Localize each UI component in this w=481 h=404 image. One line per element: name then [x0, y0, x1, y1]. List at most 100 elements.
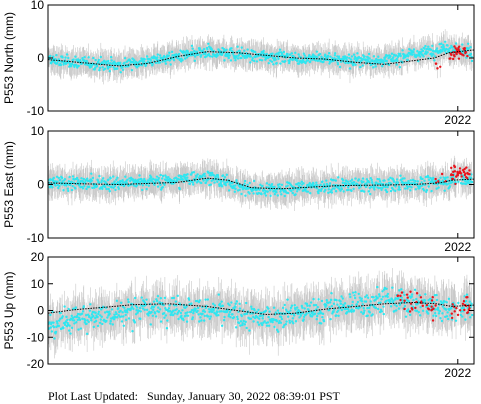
cyan-point	[161, 174, 165, 178]
cyan-point	[333, 187, 336, 190]
red-point	[468, 169, 471, 172]
cyan-point	[347, 188, 350, 191]
cyan-point	[266, 190, 269, 193]
cyan-point	[115, 178, 118, 181]
cyan-point	[338, 65, 342, 69]
cyan-point	[392, 188, 395, 191]
cyan-point	[352, 62, 355, 65]
cyan-point	[255, 60, 259, 63]
cyan-point	[341, 178, 345, 182]
cyan-point	[147, 179, 150, 182]
red-point	[450, 166, 453, 170]
cyan-point	[427, 175, 430, 179]
cyan-point	[202, 47, 206, 51]
cyan-point	[309, 60, 312, 64]
cyan-point	[327, 191, 330, 195]
cyan-point	[220, 179, 223, 183]
cyan-point	[322, 60, 325, 64]
cyan-point	[238, 50, 242, 53]
cyan-point	[265, 182, 269, 185]
red-point	[440, 172, 444, 176]
red-point	[454, 182, 457, 186]
cyan-point	[260, 192, 263, 196]
red-point	[457, 45, 461, 48]
red-point	[436, 67, 439, 70]
cyan-point	[202, 179, 205, 182]
cyan-point	[163, 55, 166, 59]
cyan-point	[413, 53, 416, 56]
cyan-point	[183, 173, 186, 176]
cyan-point	[98, 69, 101, 72]
cyan-point	[97, 61, 100, 64]
cyan-point	[398, 186, 401, 189]
cyan-point	[308, 53, 311, 57]
cyan-point	[326, 54, 330, 58]
cyan-point	[267, 61, 271, 65]
red-point	[466, 54, 469, 58]
cyan-point	[81, 187, 85, 190]
cyan-point	[392, 180, 396, 184]
cyan-point	[74, 55, 77, 58]
cyan-point	[181, 178, 184, 181]
cyan-point	[52, 55, 55, 58]
cyan-point	[383, 179, 386, 182]
cyan-point	[251, 189, 255, 192]
cyan-point	[200, 181, 203, 185]
cyan-point	[372, 55, 376, 58]
cyan-point	[416, 180, 420, 183]
model-curve	[48, 177, 474, 190]
cyan-point	[194, 177, 197, 180]
cyan-point	[181, 58, 184, 62]
cyan-point	[444, 176, 447, 180]
cyan-point	[70, 180, 73, 183]
cyan-point	[261, 184, 264, 188]
y-tick-label: 0	[37, 51, 44, 65]
cyan-point	[124, 175, 127, 178]
cyan-point	[461, 43, 464, 46]
cyan-point	[278, 48, 282, 51]
cyan-point	[243, 49, 246, 52]
cyan-point	[59, 178, 62, 181]
cyan-point	[330, 191, 334, 194]
cyan-point	[249, 61, 252, 64]
cyan-point	[407, 180, 410, 183]
cyan-point	[448, 185, 451, 188]
cyan-point	[95, 184, 99, 188]
data-points	[48, 164, 474, 198]
cyan-point	[209, 171, 212, 175]
cyan-point	[442, 182, 446, 185]
y-tick-label: -10	[27, 104, 45, 118]
cyan-point	[73, 65, 76, 68]
cyan-point	[369, 63, 373, 66]
cyan-point	[377, 186, 380, 190]
cyan-point	[291, 191, 295, 195]
cyan-point	[446, 176, 449, 179]
red-point	[451, 177, 454, 181]
red-point	[457, 50, 461, 53]
cyan-point	[186, 173, 189, 176]
cyan-point	[61, 56, 64, 59]
cyan-point	[240, 56, 243, 60]
cyan-point	[109, 65, 112, 68]
cyan-point	[447, 182, 451, 185]
cyan-point	[91, 186, 94, 190]
red-point	[451, 170, 455, 174]
cyan-point	[119, 71, 122, 74]
cyan-point	[350, 55, 354, 58]
cyan-point	[228, 54, 231, 57]
cyan-point	[244, 194, 247, 197]
cyan-point	[352, 53, 356, 56]
red-point	[465, 166, 468, 169]
cyan-point	[216, 180, 219, 183]
cyan-point	[361, 64, 364, 67]
cyan-point	[394, 54, 398, 57]
cyan-point	[78, 58, 82, 62]
cyan-point	[429, 176, 432, 180]
cyan-point	[254, 50, 257, 54]
y-tick-label: 10	[31, 0, 45, 12]
cyan-point	[195, 175, 198, 178]
cyan-point	[346, 185, 350, 189]
cyan-point	[238, 188, 241, 192]
